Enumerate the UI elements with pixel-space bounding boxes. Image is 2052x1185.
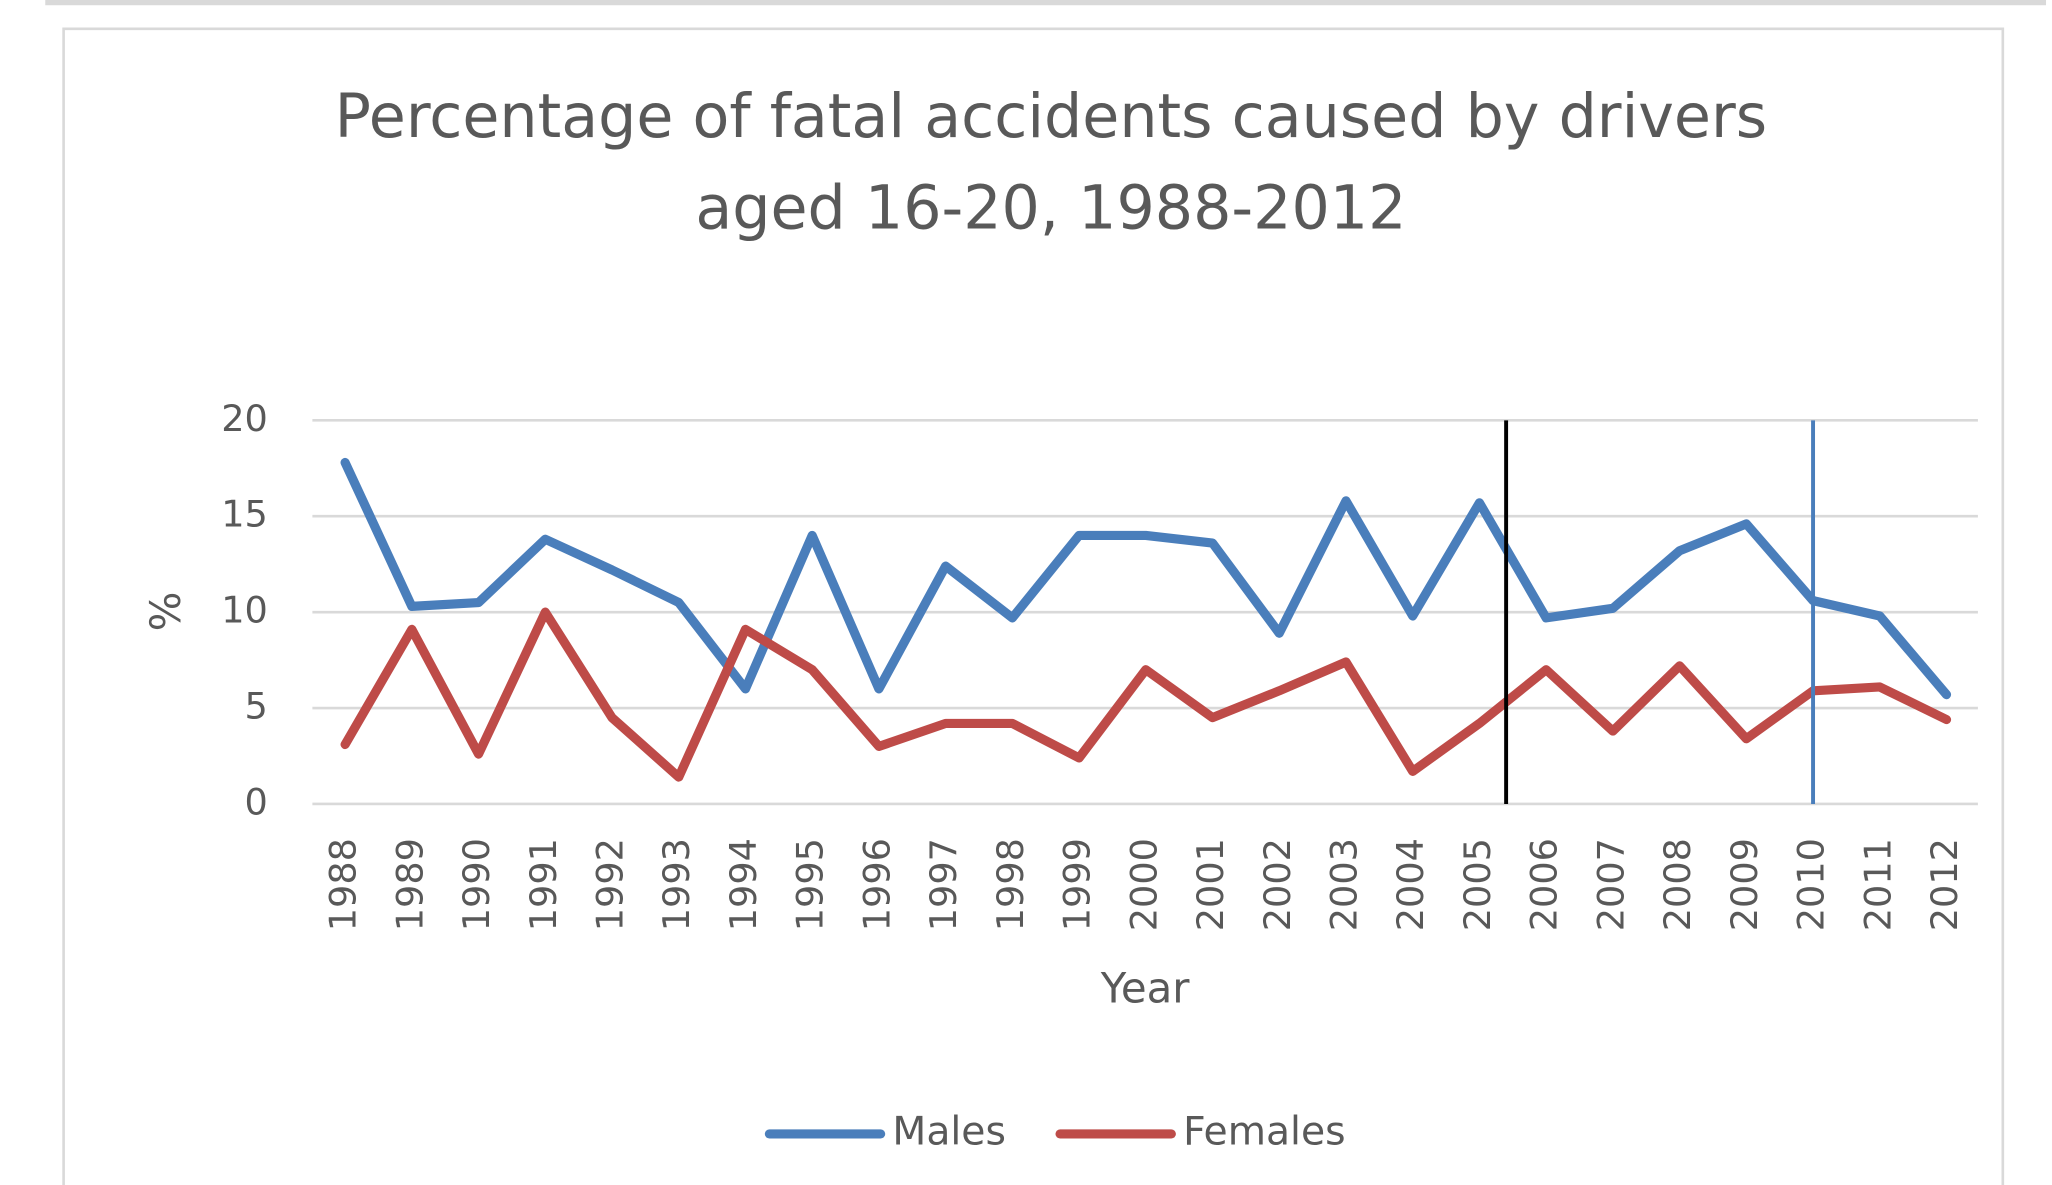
x-tick-label: 2004 (1389, 838, 1432, 931)
y-tick-label: 10 (221, 589, 268, 632)
data-line (340, 607, 1952, 782)
x-tick-label: 2005 (1456, 838, 1499, 931)
x-tick-label: 2001 (1189, 838, 1232, 931)
chart-title: Percentage of fatal accidents caused by … (335, 82, 1768, 152)
x-tick-label: 2008 (1656, 838, 1699, 931)
y-axis-label: % (141, 592, 190, 632)
x-tick-label: 1995 (789, 838, 832, 931)
x-tick-label: 1988 (322, 838, 365, 931)
y-tick-label: 15 (221, 493, 268, 536)
legend-label: Females (1183, 1109, 1345, 1154)
x-tick-label: 1994 (722, 838, 765, 931)
x-tick-label: 1996 (855, 838, 898, 931)
y-tick-label: 20 (221, 397, 268, 440)
x-tick-label: 2006 (1523, 838, 1566, 931)
data-line (340, 457, 1952, 700)
x-tick-label: 1992 (589, 838, 632, 931)
x-tick-label: 2007 (1589, 838, 1632, 931)
x-tick-label: 1990 (455, 838, 498, 931)
legend-label: Males (892, 1109, 1005, 1154)
y-tick-label: 0 (245, 780, 268, 823)
x-tick-label: 1993 (655, 838, 698, 931)
chart-title: aged 16-20, 1988-2012 (695, 174, 1406, 244)
x-tick-label: 2009 (1723, 838, 1766, 931)
x-axis-label: Year (1100, 964, 1190, 1013)
x-tick-label: 2011 (1856, 838, 1899, 931)
x-tick-label: 2010 (1790, 838, 1833, 931)
x-tick-label: 2003 (1322, 838, 1365, 931)
x-tick-label: 1997 (922, 838, 965, 931)
chart-area (62, 27, 2005, 1185)
y-tick-label: 5 (245, 685, 268, 728)
x-tick-label: 1999 (1056, 838, 1099, 931)
x-tick-label: 2002 (1256, 838, 1299, 931)
x-tick-label: 2000 (1122, 838, 1165, 931)
x-tick-label: 1998 (989, 838, 1032, 931)
x-tick-label: 1991 (522, 838, 565, 931)
x-tick-label: 2012 (1923, 838, 1966, 931)
x-tick-label: 1989 (388, 838, 431, 931)
